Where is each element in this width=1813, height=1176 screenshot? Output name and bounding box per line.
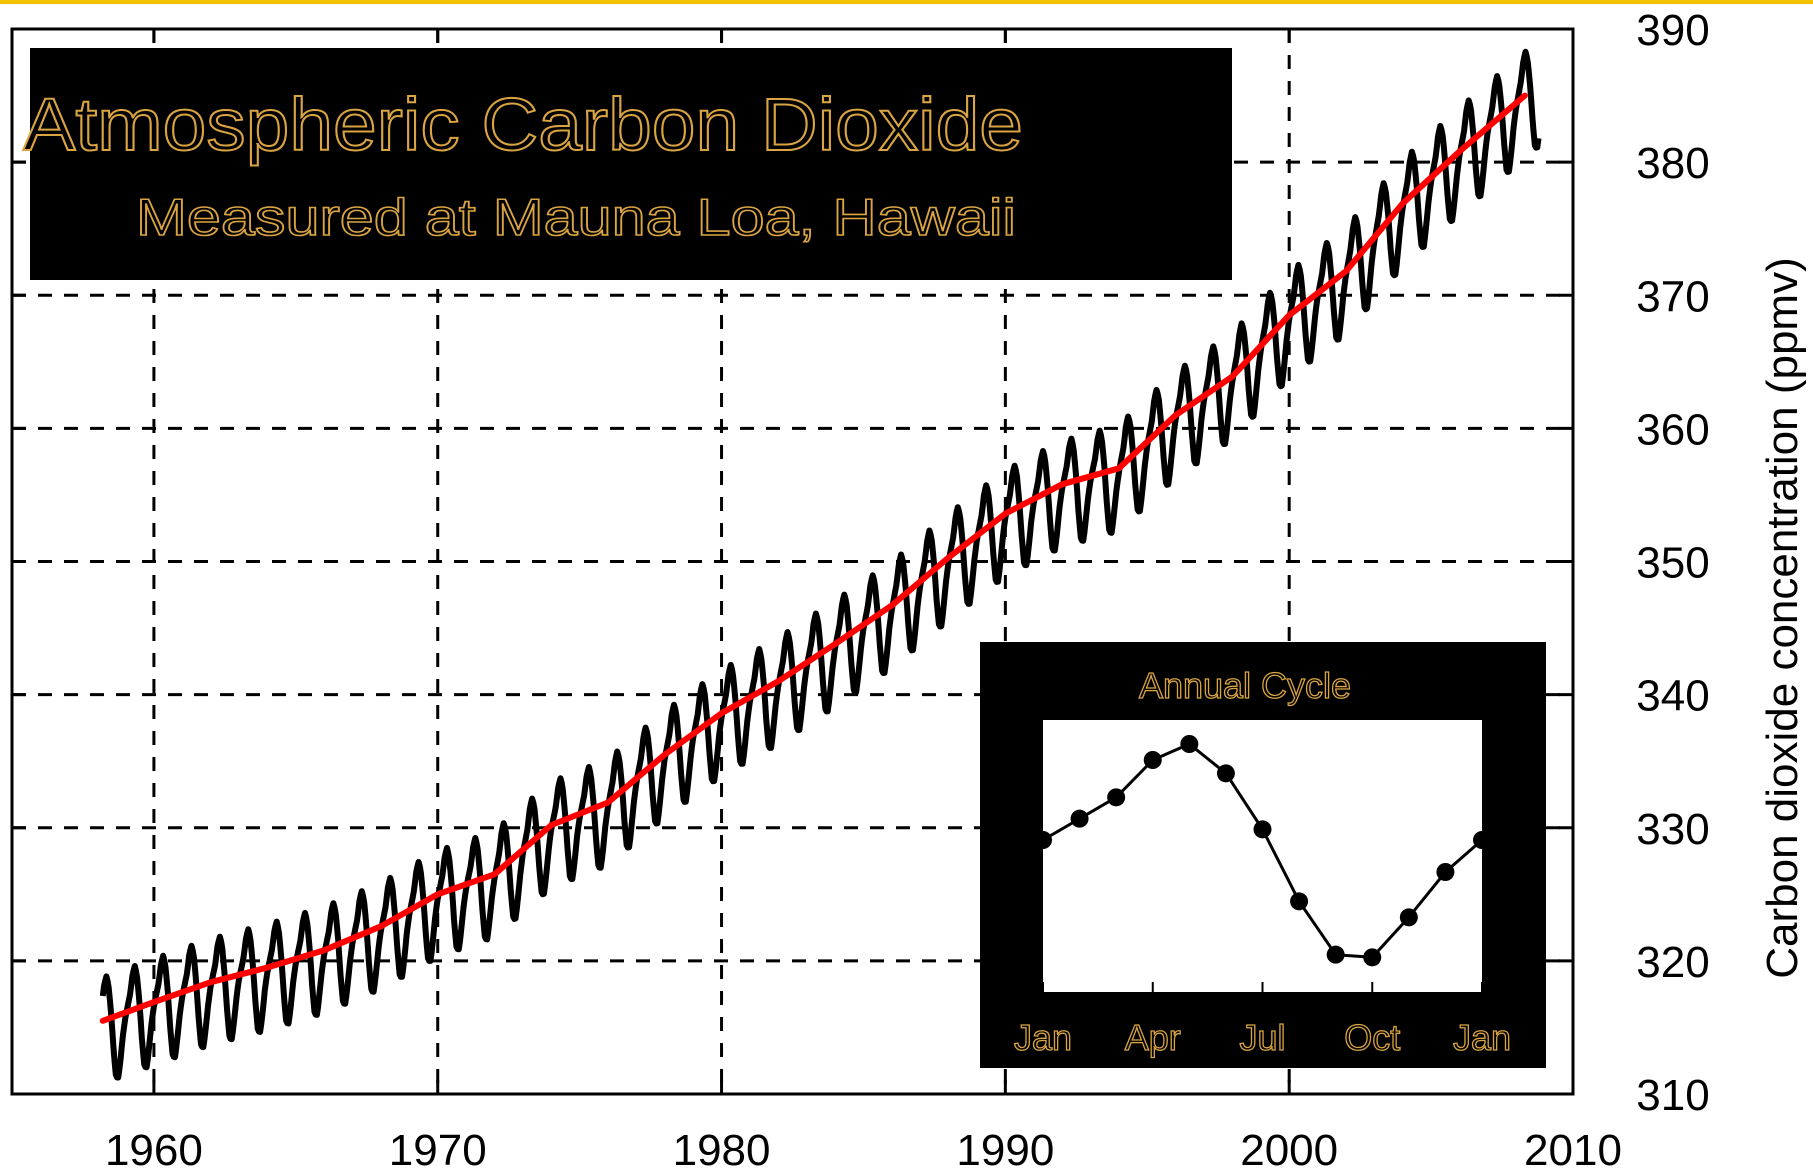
x-ticks <box>152 29 1575 1094</box>
inset-x-tick-label: Jul <box>1239 1017 1285 1058</box>
inset-point <box>1363 948 1382 967</box>
inset-x-tick-label: Oct <box>1344 1017 1400 1058</box>
y-tick-label: 340 <box>1636 672 1709 721</box>
top-accent-bar <box>0 0 1813 4</box>
y-tick-labels: 390 380 370 360 350 340 330 320 310 <box>1636 6 1709 1120</box>
inset-point <box>1143 751 1162 769</box>
y-tick-label: 320 <box>1636 938 1709 987</box>
title-box: Atmospheric Carbon Dioxide Measured at M… <box>22 48 1232 280</box>
inset-point <box>1326 945 1345 964</box>
chart-subtitle: Measured at Mauna Loa, Hawaii <box>136 189 1016 247</box>
inset-x-tick-label: Apr <box>1125 1017 1181 1058</box>
inset-point <box>1253 820 1272 839</box>
monthly-co2-series <box>99 48 1542 1081</box>
annual-cycle-points <box>1034 735 1491 967</box>
x-tick-label: 2010 <box>1524 1126 1622 1175</box>
y-tick-label: 350 <box>1636 539 1709 588</box>
inset-point <box>1034 831 1052 849</box>
inset-point <box>1216 764 1235 783</box>
x-tick-label: 1980 <box>673 1126 771 1175</box>
y-tick-label: 370 <box>1636 272 1709 321</box>
co2-trend-series <box>99 92 1528 1024</box>
y-tick-label: 390 <box>1636 6 1709 55</box>
inset-x-tick-label: Jan <box>1014 1017 1072 1058</box>
inset-point <box>1290 892 1309 911</box>
x-tick-label: 2000 <box>1240 1126 1338 1175</box>
inset-title: Annual Cycle <box>1139 665 1351 706</box>
inset-x-ticks <box>1042 982 1483 992</box>
x-tick-label: 1960 <box>105 1126 203 1175</box>
x-tick-label: 1990 <box>956 1126 1054 1175</box>
inset-point <box>1399 908 1418 927</box>
inset-point <box>1473 831 1491 849</box>
y-tick-label: 380 <box>1636 139 1709 188</box>
y-tick-label: 310 <box>1636 1071 1709 1120</box>
y-tick-label: 360 <box>1636 405 1709 454</box>
inset-x-tick-labels: Jan Apr Jul Oct Jan <box>1013 1016 1511 1058</box>
x-tick-label: 1970 <box>389 1126 487 1175</box>
x-tick-labels: 1960 1970 1980 1990 2000 2010 <box>105 1126 1622 1175</box>
inset-point <box>1107 788 1126 807</box>
y-ticks <box>12 27 1573 1096</box>
chart-title: Atmospheric Carbon Dioxide <box>23 83 1023 166</box>
y-tick-label: 330 <box>1636 805 1709 854</box>
inset-x-tick-label: Jan <box>1453 1017 1511 1058</box>
inset-point <box>1180 735 1199 753</box>
inset-plot-area <box>1043 720 1482 992</box>
inset-point <box>1070 809 1089 828</box>
inset-point <box>1436 863 1455 881</box>
annual-cycle-inset: Annual Cycle Jan Apr Jul Oct Jan <box>980 642 1546 1068</box>
y-axis-label: Carbon dioxide concentration (ppmv) <box>1758 257 1807 979</box>
